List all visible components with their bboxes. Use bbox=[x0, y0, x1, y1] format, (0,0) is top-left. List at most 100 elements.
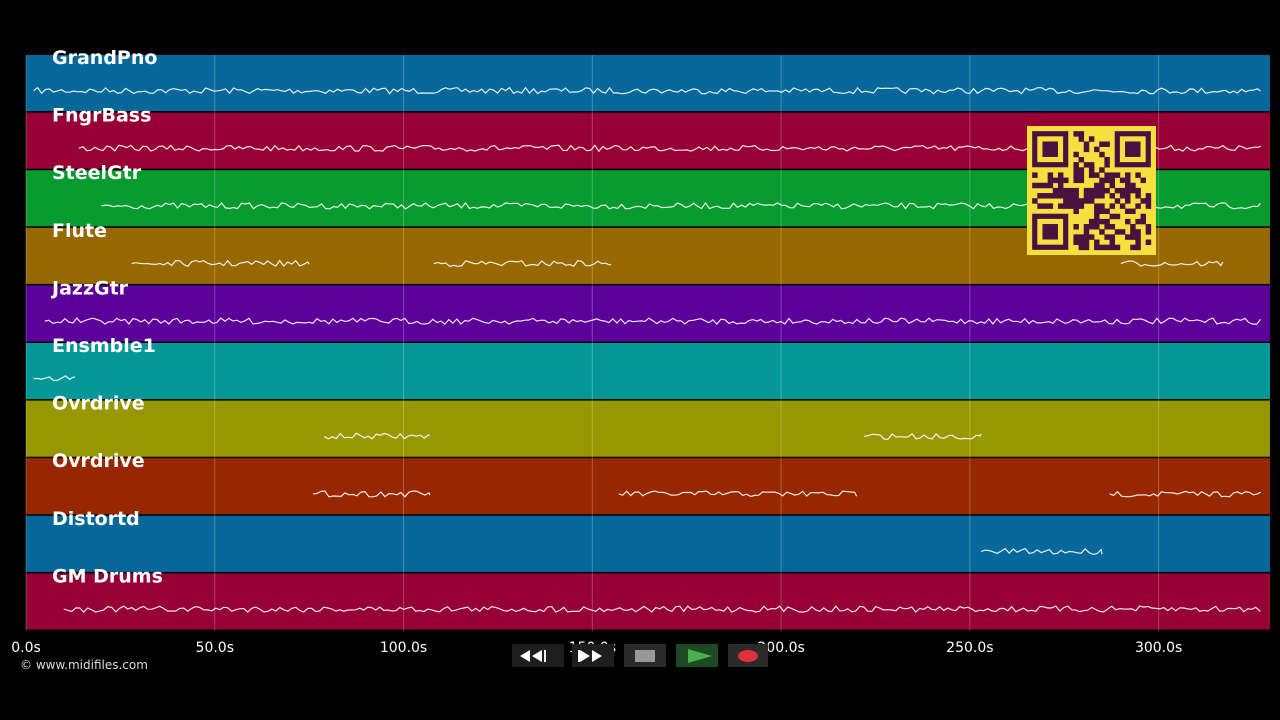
qr-cell bbox=[1078, 167, 1085, 173]
qr-cell bbox=[1088, 187, 1095, 194]
qr-cell bbox=[1130, 244, 1136, 251]
qr-cell bbox=[1083, 141, 1090, 147]
qr-cell bbox=[1052, 193, 1059, 199]
track-band bbox=[26, 55, 1270, 112]
qr-cell bbox=[1083, 146, 1090, 153]
qr-cell bbox=[1052, 177, 1059, 184]
play-button[interactable] bbox=[676, 644, 718, 667]
qr-cell bbox=[1094, 213, 1100, 220]
qr-cell bbox=[1037, 182, 1043, 189]
qr-cell bbox=[1094, 239, 1100, 245]
qr-code bbox=[1027, 126, 1156, 255]
qr-cell bbox=[1114, 172, 1121, 178]
qr-cell bbox=[1140, 213, 1146, 220]
qr-cell bbox=[1130, 208, 1136, 215]
qr-cell bbox=[1104, 177, 1110, 184]
qr-cell bbox=[1125, 182, 1131, 189]
qr-cell bbox=[1114, 213, 1121, 220]
note-trace bbox=[44, 317, 1262, 325]
rewind-button[interactable] bbox=[512, 644, 564, 667]
qr-cell bbox=[1073, 172, 1079, 178]
stop-button[interactable] bbox=[624, 644, 666, 667]
qr-cell bbox=[1088, 234, 1095, 240]
qr-cell bbox=[1037, 203, 1043, 209]
note-trace bbox=[433, 260, 612, 267]
qr-cell bbox=[1073, 167, 1079, 173]
qr-cell bbox=[1104, 208, 1110, 215]
qr-cell bbox=[1104, 172, 1110, 178]
qr-cell bbox=[1088, 167, 1095, 173]
qr-cell bbox=[1073, 177, 1079, 184]
track-name: Ensmble1 bbox=[52, 335, 156, 357]
note-trace bbox=[1109, 490, 1261, 498]
qr-cell bbox=[1042, 203, 1048, 209]
qr-cell bbox=[1073, 208, 1079, 215]
qr-cell bbox=[1094, 224, 1100, 230]
track-name: GM Drums bbox=[52, 565, 163, 587]
qr-cell bbox=[1109, 172, 1116, 178]
qr-cell bbox=[1145, 239, 1152, 245]
qr-cell bbox=[1109, 224, 1116, 230]
track-band bbox=[26, 458, 1270, 515]
qr-cell bbox=[1125, 234, 1131, 240]
qr-cell bbox=[1032, 172, 1038, 178]
qr-cell bbox=[1073, 162, 1079, 168]
qr-cell bbox=[1078, 239, 1085, 245]
qr-cell bbox=[1068, 187, 1074, 194]
qr-cell bbox=[1094, 146, 1100, 153]
qr-cell bbox=[1083, 224, 1090, 230]
qr-cell bbox=[1104, 162, 1110, 168]
qr-cell bbox=[1088, 162, 1095, 168]
qr-cell bbox=[1130, 224, 1136, 230]
qr-cell bbox=[1088, 218, 1095, 225]
track-name: SteelGtr bbox=[52, 162, 142, 184]
qr-cell bbox=[1135, 193, 1141, 199]
x-tick-label: 250.0s bbox=[946, 640, 993, 656]
qr-cell bbox=[1078, 203, 1085, 209]
qr-cell bbox=[1094, 218, 1100, 225]
qr-cell bbox=[1140, 218, 1146, 225]
note-trace bbox=[131, 259, 310, 268]
qr-cell bbox=[1073, 198, 1079, 204]
qr-cell bbox=[1037, 193, 1043, 199]
qr-cell bbox=[1078, 177, 1085, 184]
qr-cell bbox=[1145, 198, 1152, 204]
qr-cell bbox=[1068, 198, 1074, 204]
qr-cell bbox=[1057, 172, 1064, 178]
qr-cell bbox=[1135, 203, 1141, 209]
qr-cell bbox=[1073, 187, 1079, 194]
note-trace bbox=[980, 547, 1103, 556]
qr-cell bbox=[1032, 182, 1038, 189]
qr-cell bbox=[1078, 172, 1085, 178]
qr-cell bbox=[1094, 172, 1100, 178]
note-trace bbox=[312, 490, 431, 498]
qr-cell bbox=[1078, 234, 1085, 240]
qr-finder bbox=[1125, 141, 1141, 157]
fast-forward-button[interactable] bbox=[572, 644, 614, 667]
qr-cell bbox=[1125, 187, 1131, 194]
qr-cell bbox=[1073, 203, 1079, 209]
qr-cell bbox=[1109, 234, 1116, 240]
qr-finder bbox=[1042, 224, 1058, 240]
qr-cell bbox=[1063, 198, 1069, 204]
qr-cell bbox=[1135, 187, 1141, 194]
qr-cell bbox=[1073, 234, 1079, 240]
track-name: Ovrdrive bbox=[52, 450, 145, 472]
qr-cell bbox=[1135, 234, 1141, 240]
qr-cell bbox=[1099, 187, 1105, 194]
qr-cell bbox=[1104, 224, 1110, 230]
qr-cell bbox=[1114, 244, 1121, 251]
qr-cell bbox=[1099, 167, 1105, 173]
qr-cell bbox=[1083, 162, 1090, 168]
track-name: Ovrdrive bbox=[52, 393, 145, 415]
qr-cell bbox=[1109, 244, 1116, 251]
x-tick-label: 100.0s bbox=[380, 640, 427, 656]
qr-cell bbox=[1083, 193, 1090, 199]
qr-cell bbox=[1088, 172, 1095, 178]
qr-cell bbox=[1047, 182, 1054, 189]
qr-cell bbox=[1099, 229, 1105, 235]
qr-cell bbox=[1099, 182, 1105, 189]
qr-cell bbox=[1099, 208, 1105, 215]
record-button[interactable] bbox=[728, 644, 768, 667]
qr-cell bbox=[1063, 177, 1069, 184]
